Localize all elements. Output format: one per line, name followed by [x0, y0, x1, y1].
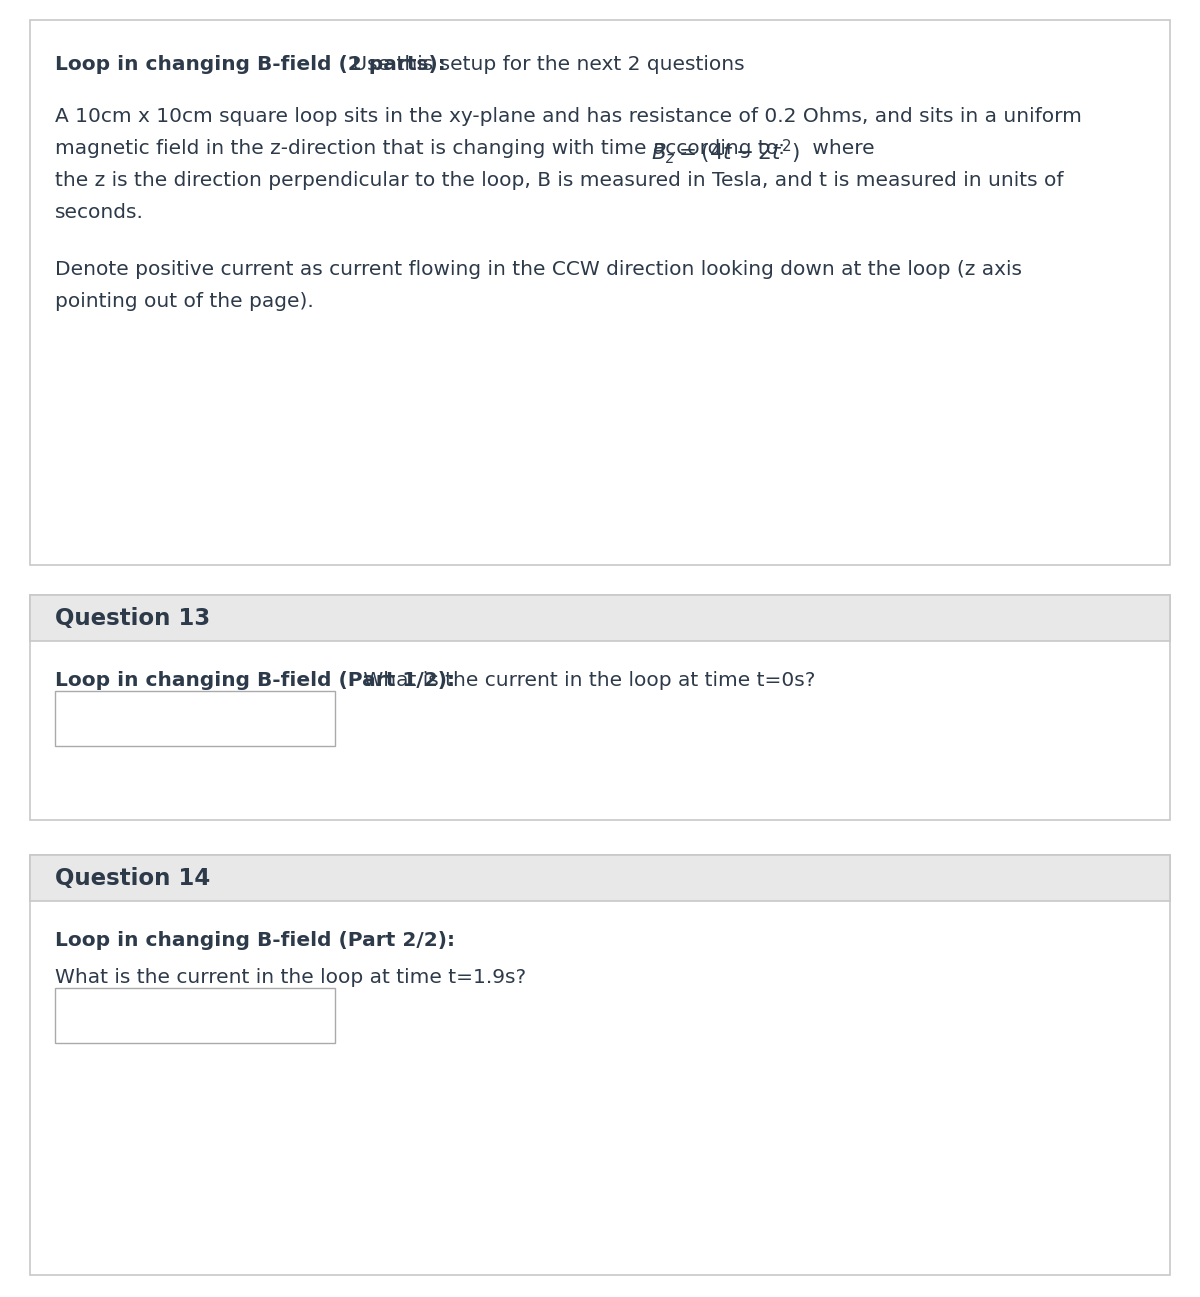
Text: Loop in changing B-field (Part 2/2):: Loop in changing B-field (Part 2/2):: [55, 931, 455, 949]
FancyBboxPatch shape: [55, 691, 335, 746]
FancyBboxPatch shape: [30, 19, 1170, 565]
Text: pointing out of the page).: pointing out of the page).: [55, 292, 313, 311]
FancyBboxPatch shape: [55, 988, 335, 1043]
Text: What is the current in the loop at time t=0s?: What is the current in the loop at time …: [358, 671, 816, 690]
Text: Question 13: Question 13: [55, 607, 210, 629]
Text: Question 14: Question 14: [55, 866, 210, 890]
FancyBboxPatch shape: [30, 855, 1170, 901]
Text: Use this setup for the next 2 questions: Use this setup for the next 2 questions: [346, 54, 744, 74]
Text: seconds.: seconds.: [55, 204, 144, 222]
Text: A 10cm x 10cm square loop sits in the xy-plane and has resistance of 0.2 Ohms, a: A 10cm x 10cm square loop sits in the xy…: [55, 106, 1082, 126]
Text: Loop in changing B-field (Part 1/2):: Loop in changing B-field (Part 1/2):: [55, 671, 455, 690]
FancyBboxPatch shape: [30, 855, 1170, 1275]
Text: Loop in changing B-field (2 parts):: Loop in changing B-field (2 parts):: [55, 54, 445, 74]
Text: Denote positive current as current flowing in the CCW direction looking down at : Denote positive current as current flowi…: [55, 259, 1022, 279]
Text: What is the current in the loop at time t=1.9s?: What is the current in the loop at time …: [55, 968, 526, 987]
Text: $B_z = (4t - 2t^2)$: $B_z = (4t - 2t^2)$: [652, 137, 800, 166]
FancyBboxPatch shape: [30, 595, 1170, 820]
FancyBboxPatch shape: [30, 595, 1170, 641]
Text: magnetic field in the z-direction that is changing with time according to:: magnetic field in the z-direction that i…: [55, 139, 791, 158]
Text: the z is the direction perpendicular to the loop, B is measured in Tesla, and t : the z is the direction perpendicular to …: [55, 171, 1063, 189]
Text: where: where: [806, 139, 875, 158]
